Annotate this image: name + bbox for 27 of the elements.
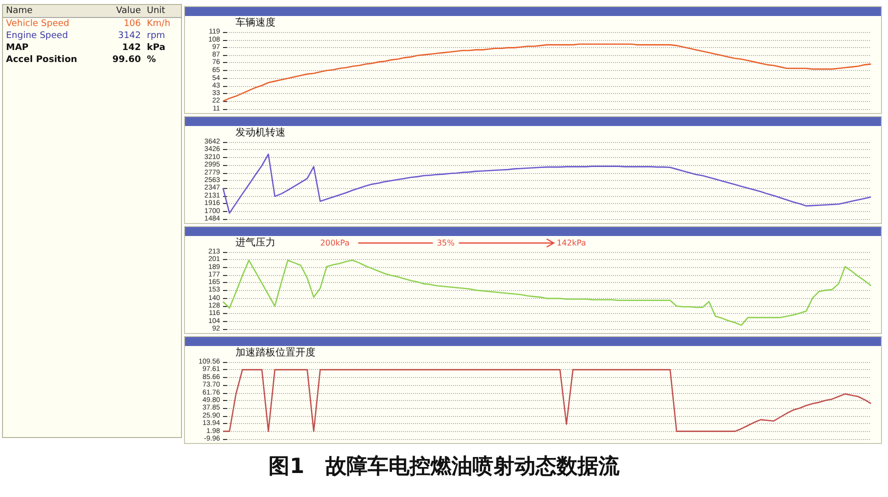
caption: 图1 故障车电控燃油喷射动态数据流: [268, 453, 620, 480]
line-series: [222, 43, 872, 102]
text: 进气压力: [235, 236, 276, 248]
text: rpm: [146, 30, 166, 42]
text: 200kPa: [320, 238, 350, 248]
line-series: [222, 260, 872, 326]
text: 142kPa: [556, 238, 586, 248]
text: 加速踏板位置开度: [235, 346, 316, 358]
text: 3142: [116, 30, 142, 42]
text: 车辆速度: [235, 16, 276, 28]
text: Value: [100, 5, 144, 18]
text: Accel Position: [5, 54, 78, 66]
text: Engine Speed: [5, 30, 69, 42]
text: %: [146, 54, 157, 66]
text: 99.60: [111, 54, 142, 66]
text: 发动机转速: [235, 126, 286, 138]
text: Name: [3, 5, 100, 18]
text: 35%: [436, 238, 456, 248]
text: Km/h: [146, 18, 172, 30]
text: MAP: [5, 42, 30, 54]
text: Unit: [144, 5, 181, 18]
text: Vehicle Speed: [5, 18, 70, 30]
text: 142: [121, 42, 142, 54]
line-series: [222, 154, 872, 214]
text: kPa: [146, 42, 166, 54]
line-series: [222, 369, 872, 432]
text: 106: [122, 18, 142, 30]
